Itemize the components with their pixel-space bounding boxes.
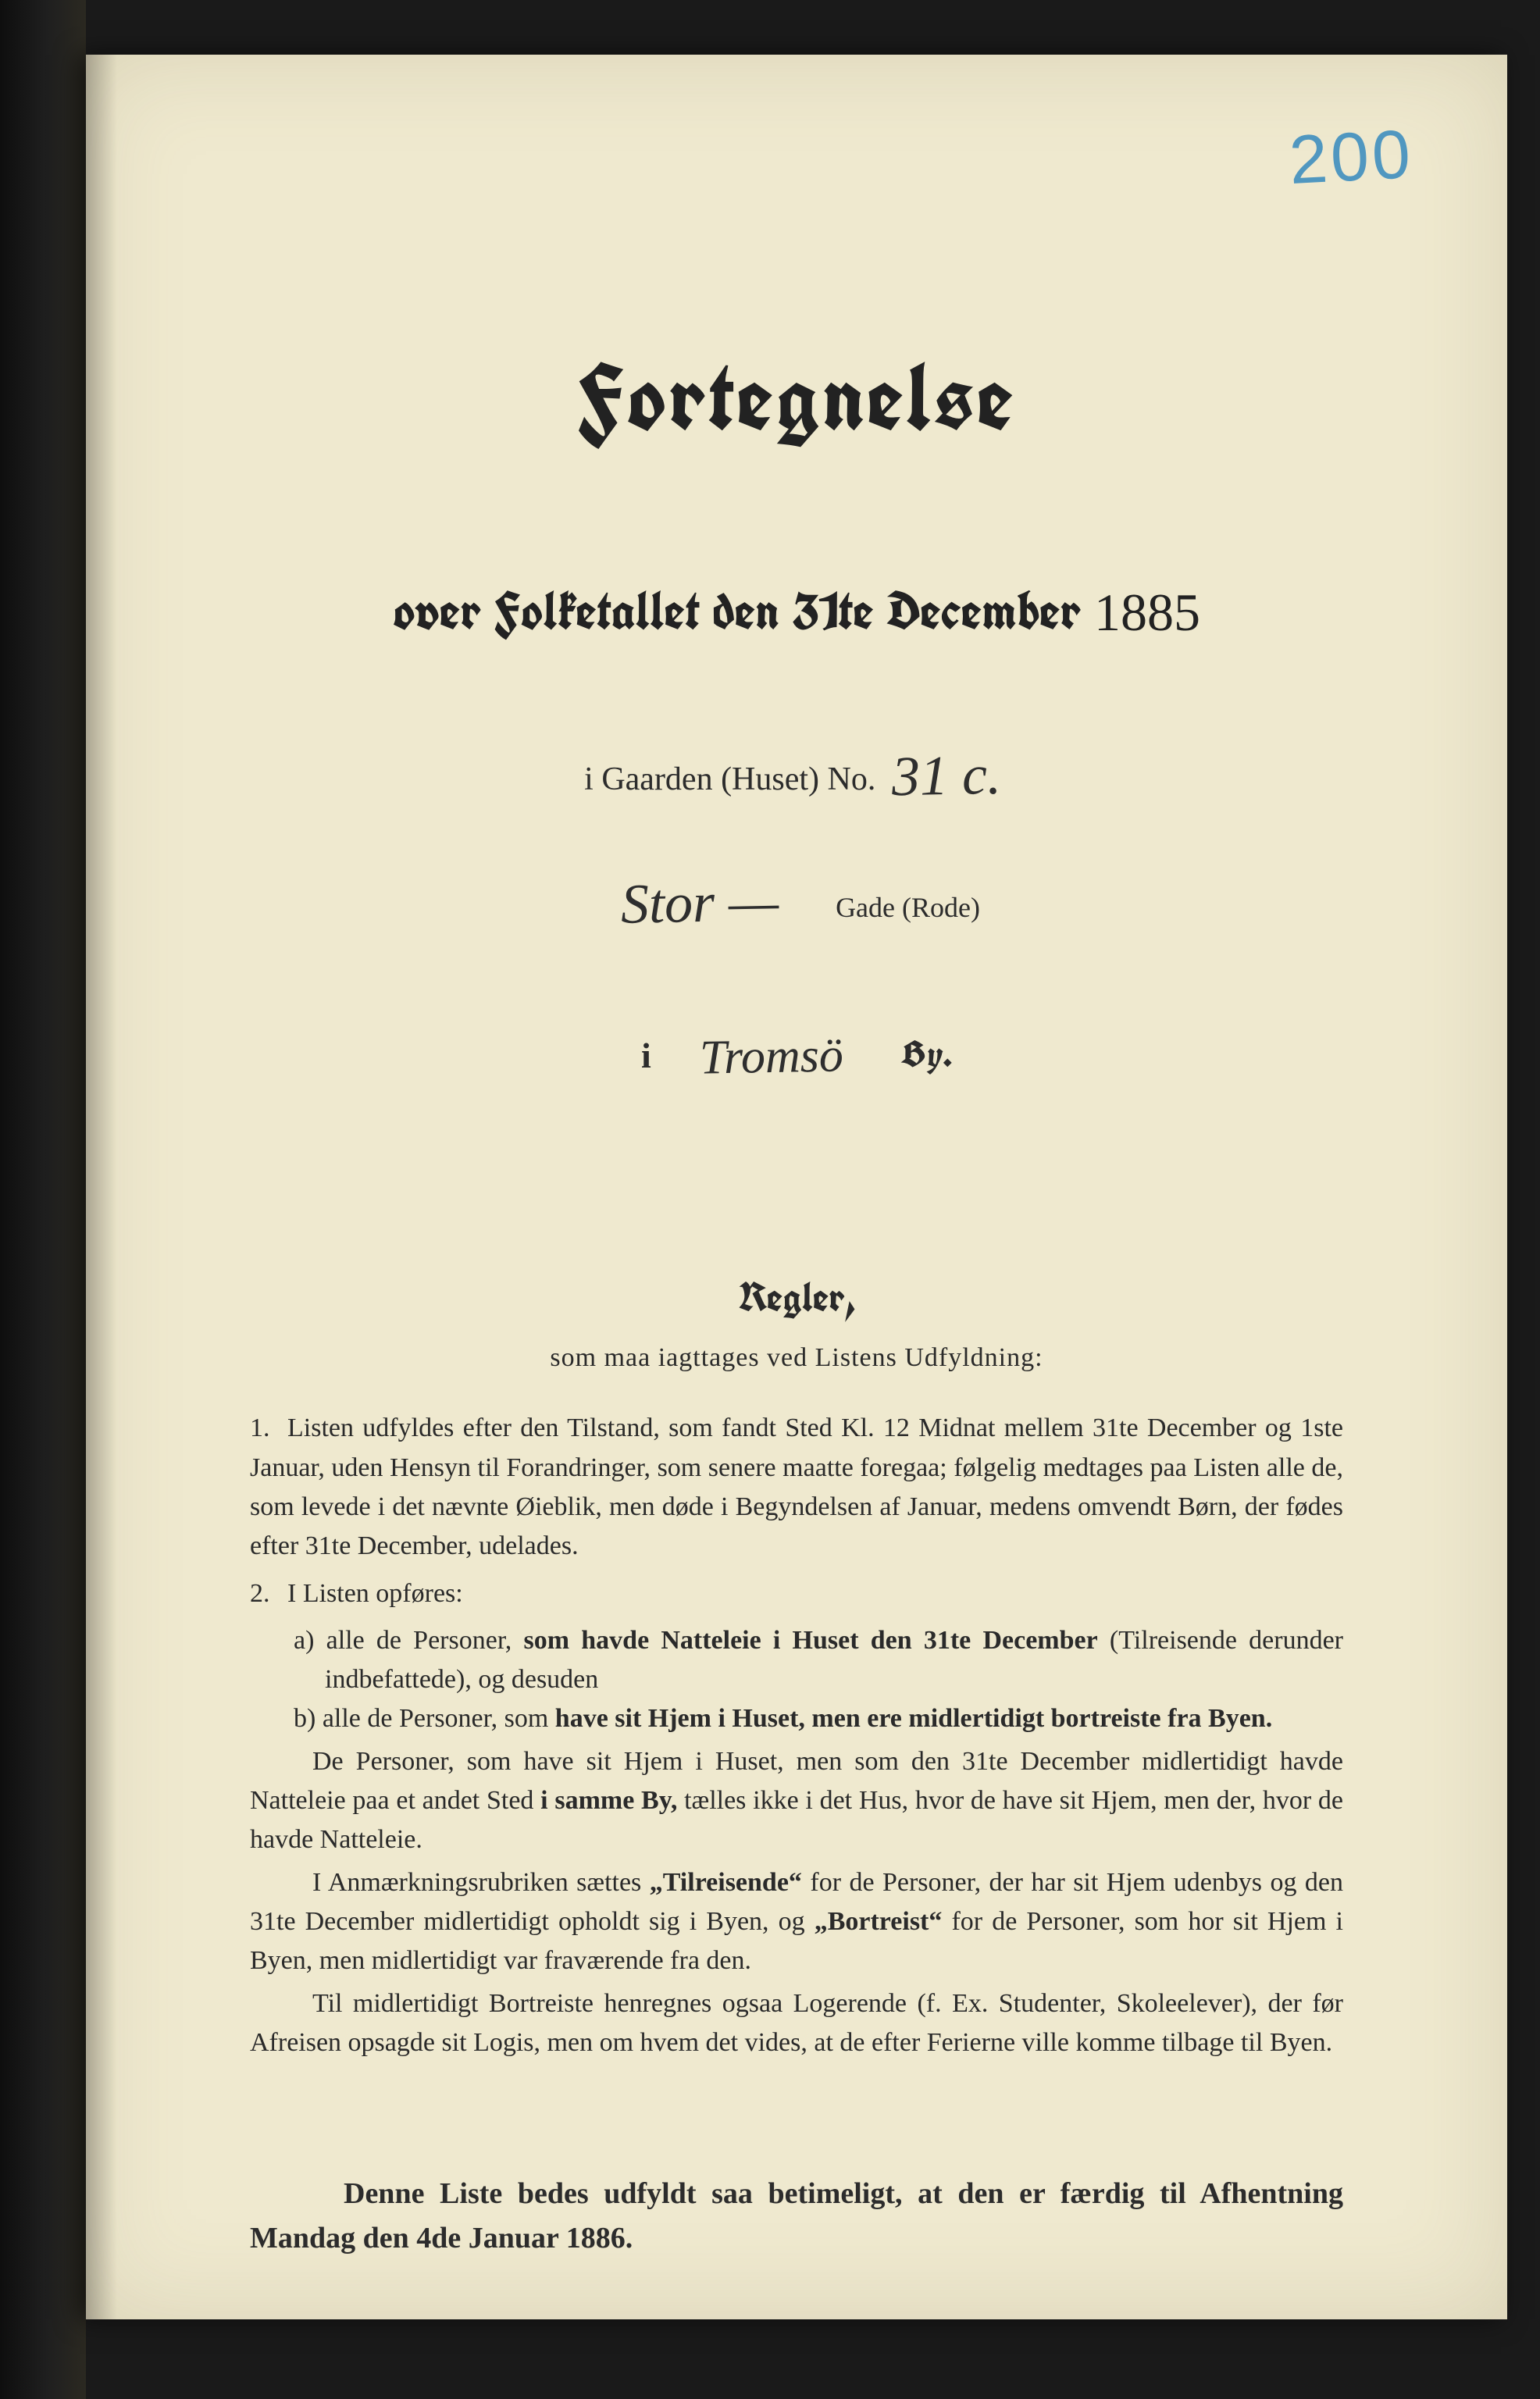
handwritten-city: Tromsö — [700, 1028, 844, 1085]
scan-background: 200 Fortegnelse over Folketallet den 31t… — [0, 0, 1540, 2399]
para1-b1: i samme By, — [540, 1786, 677, 1815]
rule-2a-bold: som havde Natteleie i Huset den 31te Dec… — [524, 1626, 1098, 1655]
rule-2b: b) alle de Personer, som have sit Hjem i… — [325, 1699, 1343, 1738]
form-line-by: i Tromsö By. — [289, 1025, 1304, 1080]
rules-para-2: I Anmærkningsrubriken sættes „Tilreisend… — [250, 1863, 1343, 1981]
handwritten-house-number: 31 c. — [891, 743, 1001, 809]
rules-para-1: De Personer, som have sit Hjem i Huset, … — [250, 1742, 1343, 1860]
page-number-annotation: 200 — [1288, 114, 1416, 200]
para2-b1: „Tilreisende“ — [650, 1868, 802, 1897]
rule-2b-bold: have sit Hjem i Huset, men ere midlertid… — [555, 1704, 1272, 1733]
para3-pre: Til midlertidigt Bortreiste henregnes og… — [250, 1989, 1343, 2057]
document-page: 200 Fortegnelse over Folketallet den 31t… — [86, 55, 1507, 2319]
rule-2-number: 2. — [250, 1574, 287, 1613]
document-subtitle: over Folketallet den 31te December 1885 — [86, 576, 1507, 645]
book-spine-shadow — [0, 0, 86, 2399]
subtitle-year: 1885 — [1094, 583, 1200, 642]
rules-heading: Regler, — [250, 1267, 1343, 1328]
closing-note: Denne Liste bedes udfyldt saa betimeligt… — [250, 2172, 1343, 2261]
form-line-gaarden: i Gaarden (Huset) No. 31 c. — [289, 739, 1304, 804]
rules-section: Regler, som maa iagttages ved Listens Ud… — [250, 1267, 1343, 2062]
closing-text: Denne Liste bedes udfyldt saa betimeligt… — [250, 2177, 1343, 2255]
rule-2-text: I Listen opføres: — [287, 1579, 463, 1608]
rule-2: 2.I Listen opføres: — [250, 1574, 1343, 1613]
document-title: Fortegnelse — [86, 336, 1507, 458]
rule-2a-label: a) — [294, 1626, 314, 1655]
para2-pre: I Anmærkningsrubriken sættes — [312, 1868, 650, 1897]
rule-1-number: 1. — [250, 1409, 287, 1448]
handwritten-street: Stor — — [620, 869, 779, 937]
rule-2b-pre: alle de Personer, som — [323, 1704, 555, 1733]
rule-1-text: Listen udfyldes efter den Tilstand, som … — [250, 1413, 1343, 1560]
label-by: By. — [900, 1031, 952, 1078]
label-gaarden-no: i Gaarden (Huset) No. — [584, 761, 875, 797]
para2-b2: „Bortreist“ — [815, 1907, 943, 1936]
form-fill-area: i Gaarden (Huset) No. 31 c. Stor — Gade … — [289, 739, 1304, 1080]
rules-subheading: som maa iagttages ved Listens Udfyldning… — [250, 1339, 1343, 1378]
form-line-gade: Stor — Gade (Rode) — [289, 866, 1304, 931]
rule-1: 1.Listen udfyldes efter den Tilstand, so… — [250, 1409, 1343, 1566]
label-i: i — [641, 1036, 651, 1075]
rule-2a: a) alle de Personer, som havde Natteleie… — [325, 1621, 1343, 1700]
label-gade-rode: Gade (Rode) — [836, 892, 980, 923]
subtitle-prefix: over Folketallet den 31te December — [393, 576, 1094, 645]
rules-para-3: Til midlertidigt Bortreiste henregnes og… — [250, 1984, 1343, 2063]
closing-year: 1886. — [566, 2222, 633, 2255]
rule-2b-label: b) — [294, 1704, 315, 1733]
rule-2a-pre: alle de Personer, — [326, 1626, 524, 1655]
